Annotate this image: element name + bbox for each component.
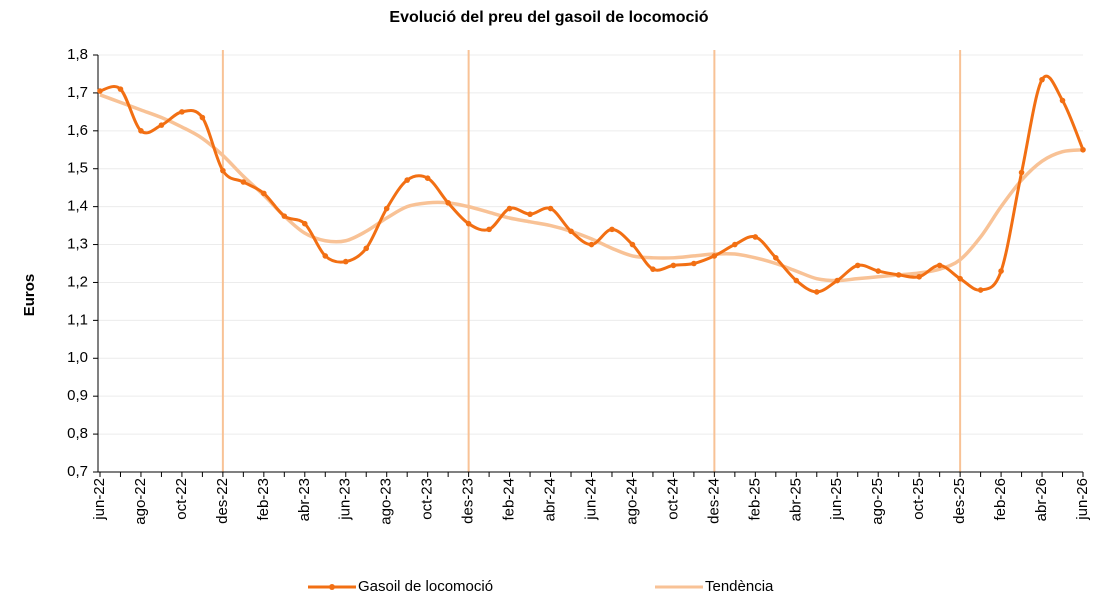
point [916, 273, 922, 280]
point [813, 289, 820, 295]
point [1039, 76, 1045, 83]
point [301, 220, 308, 227]
point [486, 226, 492, 233]
point [281, 213, 288, 219]
y-tick-label: 0,7 [67, 463, 88, 480]
x-tick-label: jun-26 [1074, 478, 1091, 521]
point [691, 260, 697, 267]
x-tick-label: jun-23 [337, 478, 354, 521]
line-series [99, 93, 1084, 283]
x-tick-label: ago-24 [623, 478, 640, 525]
y-tick-label: 1,0 [67, 349, 88, 366]
x-tick-label: jun-25 [828, 478, 845, 521]
x-tick-label: jun-22 [91, 478, 108, 521]
point [158, 122, 165, 128]
x-tick-label: feb-25 [746, 478, 763, 521]
y-tick-label: 0,9 [67, 387, 88, 404]
point [465, 220, 472, 227]
x-tick-label: feb-23 [255, 478, 272, 521]
x-tick-label: des-22 [214, 478, 231, 524]
point [424, 175, 431, 182]
x-tick-label: abr-23 [296, 478, 313, 521]
y-tick-label: 1,3 [67, 236, 88, 253]
x-tick-label: des-25 [951, 478, 968, 524]
point [97, 88, 103, 94]
y-tick-label: 1,5 [67, 160, 88, 177]
x-tick-label: ago-25 [869, 478, 886, 525]
point [199, 114, 206, 121]
y-tick-label: 1,6 [67, 122, 88, 139]
x-tick-label: des-24 [705, 478, 722, 524]
point [240, 179, 247, 185]
point [1059, 97, 1066, 104]
x-tick-label: abr-25 [787, 478, 804, 521]
legend-marker [329, 584, 335, 590]
point [752, 234, 759, 240]
point [998, 268, 1004, 274]
x-tick-label: oct-25 [910, 478, 927, 520]
point [670, 262, 677, 269]
x-tick-label: oct-22 [173, 478, 190, 520]
point [957, 275, 963, 282]
x-tick-label: oct-24 [664, 478, 681, 520]
point [527, 211, 533, 218]
point [383, 205, 390, 212]
point [650, 266, 656, 272]
point [1018, 169, 1025, 176]
y-tick-label: 1,7 [67, 84, 88, 101]
point [363, 245, 370, 252]
x-tick-label: ago-22 [132, 478, 149, 525]
point [342, 258, 349, 265]
x-tick-label: abr-26 [1033, 478, 1050, 521]
legend-label: Tendència [705, 578, 774, 595]
point [629, 241, 636, 248]
chart-title: Evolució del preu del gasoil de locomoci… [389, 9, 708, 26]
point [547, 205, 554, 212]
legend-label: Gasoil de locomoció [358, 578, 493, 595]
x-tick-label: des-23 [460, 478, 477, 524]
y-tick-label: 1,1 [67, 311, 88, 328]
point [117, 86, 124, 92]
point [732, 241, 738, 248]
point [568, 228, 574, 235]
point [404, 177, 410, 183]
point [609, 226, 615, 233]
point [711, 253, 718, 259]
point [895, 272, 902, 278]
y-tick-label: 1,4 [67, 198, 88, 215]
line-series [99, 74, 1085, 294]
x-tick-label: jun-24 [582, 478, 599, 521]
x-tick-label: feb-24 [501, 478, 518, 521]
point [322, 253, 329, 259]
point [261, 190, 267, 197]
x-tick-label: abr-24 [542, 478, 559, 521]
point [588, 241, 595, 248]
point [977, 287, 984, 293]
point [138, 128, 144, 134]
y-tick-label: 0,8 [67, 425, 88, 442]
point [773, 255, 779, 261]
x-tick-label: ago-23 [378, 478, 395, 525]
point [793, 277, 800, 284]
point [1080, 146, 1086, 153]
point [445, 200, 451, 206]
x-tick-label: feb-26 [992, 478, 1009, 521]
y-tick-label: 1,8 [67, 46, 88, 63]
x-tick-label: oct-23 [419, 478, 436, 520]
point [179, 109, 185, 115]
y-tick-label: 1,2 [67, 273, 88, 290]
point [834, 277, 841, 284]
point [875, 268, 882, 274]
point [854, 262, 861, 269]
y-axis-title: Euros [21, 274, 38, 317]
point [936, 262, 943, 269]
point [506, 205, 513, 212]
point [220, 167, 226, 174]
